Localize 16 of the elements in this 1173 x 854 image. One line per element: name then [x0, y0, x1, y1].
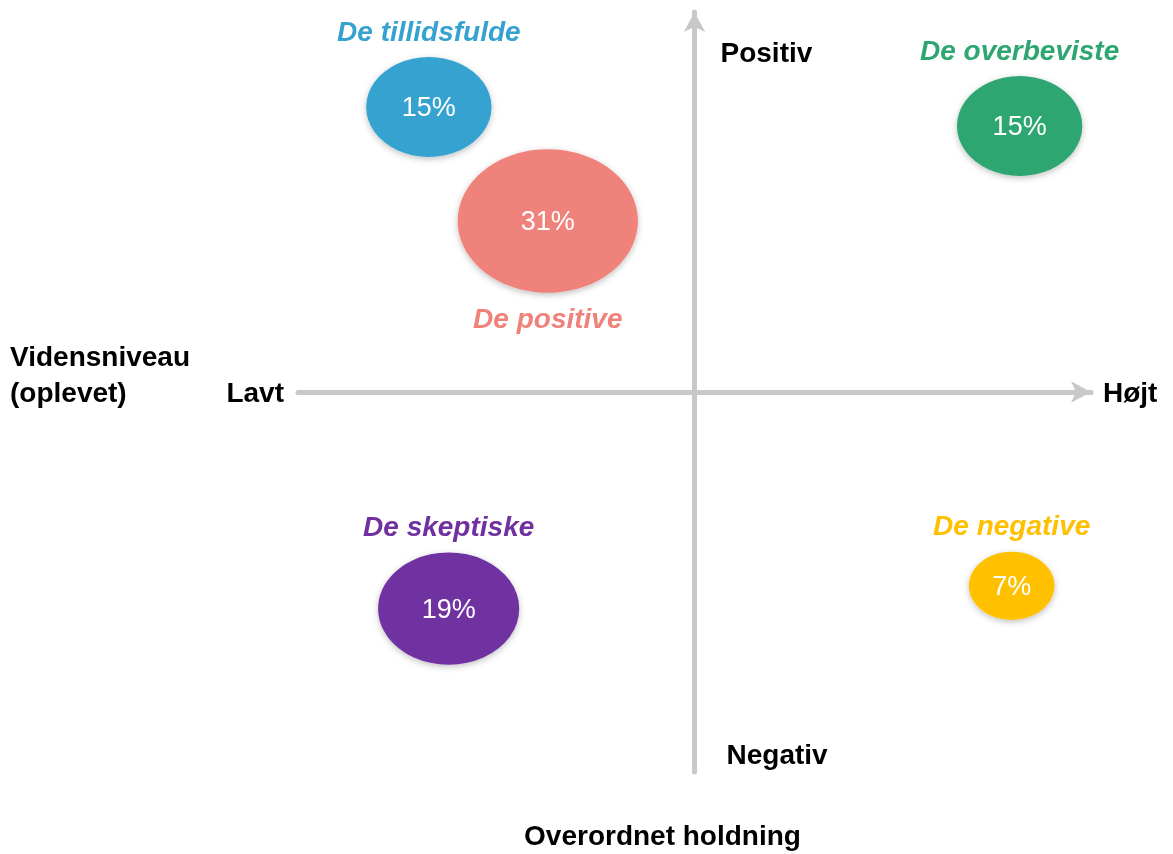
text: Overordnet holdning: [524, 819, 801, 851]
series-label: De skeptiske: [363, 510, 535, 542]
data-label: 15%: [992, 111, 1047, 141]
text: Lavt: [226, 376, 284, 408]
data-label: 7%: [992, 570, 1032, 601]
data-label: 15%: [401, 92, 456, 122]
text: Højt: [1103, 376, 1158, 408]
text: Positiv: [720, 36, 813, 68]
data-label: 19%: [421, 593, 476, 624]
series-label: De positive: [473, 303, 623, 335]
text: Negativ: [726, 738, 829, 770]
series-label: De overbeviste: [920, 34, 1120, 66]
series-label: De negative: [933, 510, 1091, 542]
text: Vidensniveau (oplevet): [10, 340, 198, 408]
data-label: 31%: [520, 206, 575, 236]
series-label: De tillidsfulde: [337, 15, 521, 47]
